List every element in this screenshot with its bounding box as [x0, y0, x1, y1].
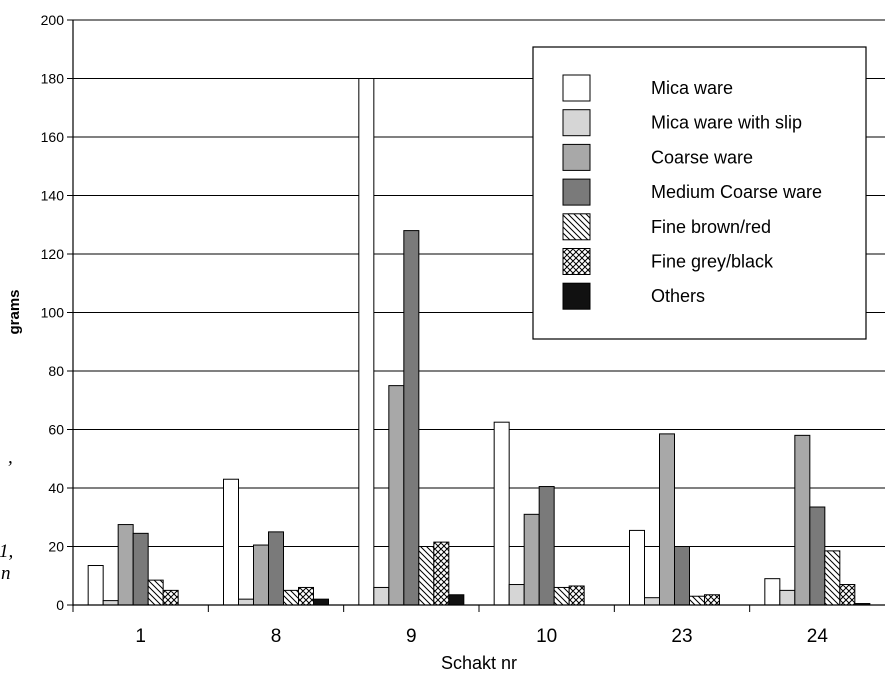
- bar: [102, 600, 119, 606]
- y-axis-title: grams: [6, 289, 23, 334]
- side-fragment-comma: ,: [8, 447, 13, 468]
- bar: [659, 433, 675, 606]
- legend-swatch: [562, 143, 591, 171]
- legend-swatch: [562, 74, 591, 102]
- gridlines: [73, 19, 885, 547]
- bar: [87, 565, 104, 606]
- legend-swatch: [562, 248, 591, 275]
- bar: [779, 589, 796, 606]
- y-tick-label: 140: [41, 188, 65, 204]
- bar: [433, 541, 450, 606]
- bar: [223, 478, 239, 606]
- bar: [448, 594, 465, 606]
- bar: [508, 584, 525, 606]
- y-tick-label: 20: [48, 539, 64, 555]
- bar: [283, 589, 299, 606]
- bar: [268, 531, 284, 606]
- legend-swatch: [562, 213, 591, 241]
- x-tick-label: 10: [536, 626, 557, 647]
- bar: [809, 506, 826, 606]
- bar: [794, 434, 811, 606]
- bar: [117, 524, 134, 606]
- x-tick-label: 23: [671, 626, 692, 647]
- bar: [689, 595, 705, 606]
- legend: Mica ware Mica ware with slip Coarse ware M…: [532, 46, 867, 340]
- legend-swatch: [562, 178, 591, 206]
- bar: [568, 585, 585, 606]
- bar: [358, 78, 375, 606]
- x-tick-label: 9: [406, 626, 417, 647]
- bar: [373, 586, 390, 606]
- bar: [538, 486, 555, 606]
- bar: [764, 578, 781, 606]
- bar: [824, 550, 841, 606]
- legend-label: Fine grey/black: [651, 252, 774, 272]
- y-tick-label: 0: [56, 597, 64, 613]
- bar: [704, 594, 720, 606]
- bar: [418, 546, 435, 606]
- y-ticks: 0 20 40 60 80 100 120 140 160 180 200: [41, 12, 73, 613]
- bar: [238, 598, 254, 606]
- bar: [493, 421, 510, 606]
- y-tick-label: 200: [41, 12, 65, 28]
- x-ticks: 1 8 9 10 23 24: [72, 605, 829, 647]
- bar: [644, 597, 660, 606]
- bar: [253, 544, 269, 606]
- y-tick-label: 100: [41, 305, 65, 321]
- y-tick-label: 40: [48, 480, 64, 496]
- bar: [523, 513, 540, 606]
- bars: [87, 78, 871, 606]
- legend-label: Fine brown/red: [651, 217, 771, 237]
- y-tick-label: 60: [48, 422, 64, 438]
- legend-label: Mica ware: [651, 78, 733, 98]
- bar: [147, 579, 164, 606]
- y-tick-label: 80: [48, 363, 64, 379]
- y-tick-label: 120: [41, 246, 65, 262]
- bar: [839, 584, 856, 606]
- bar: [674, 546, 690, 606]
- bar: [388, 385, 405, 606]
- legend-label: Medium Coarse ware: [651, 182, 822, 202]
- legend-swatch: [562, 282, 591, 310]
- x-axis-title: Schakt nr: [441, 653, 517, 673]
- bar: [629, 529, 645, 606]
- side-fragment-n: n: [1, 563, 11, 584]
- bar: [132, 532, 149, 606]
- x-tick-label: 24: [807, 626, 829, 647]
- x-tick-label: 8: [271, 626, 282, 647]
- bar: [553, 586, 570, 606]
- y-tick-label: 180: [41, 71, 65, 87]
- legend-label: Others: [651, 286, 705, 306]
- bar: [313, 598, 329, 606]
- side-fragment-one: 1,: [0, 541, 13, 562]
- legend-label: Coarse ware: [651, 147, 753, 167]
- bar: [403, 230, 420, 606]
- y-tick-label: 160: [41, 129, 65, 145]
- x-tick-label: 1: [135, 626, 146, 647]
- bar: [298, 586, 314, 606]
- legend-swatch: [562, 109, 591, 137]
- legend-label: Mica ware with slip: [651, 113, 802, 133]
- bar: [162, 589, 179, 606]
